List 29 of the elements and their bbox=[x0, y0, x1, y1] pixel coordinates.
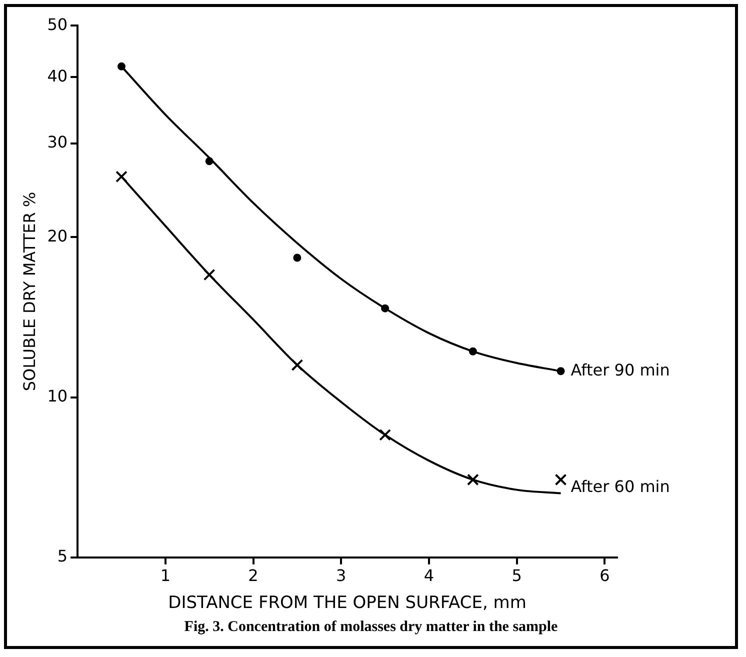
point bbox=[205, 157, 214, 166]
x-axis-title: DISTANCE FROM THE OPEN SURFACE, mm bbox=[168, 593, 526, 614]
y-tick-label: 10 bbox=[47, 386, 68, 406]
x-tick-label: 2 bbox=[248, 566, 258, 586]
series-label: After 60 min bbox=[570, 476, 670, 496]
y-tick-label: 50 bbox=[47, 14, 68, 34]
point bbox=[379, 428, 392, 441]
x-tick-label: 5 bbox=[512, 566, 522, 586]
caption: Fig. 3. Concentration of molasses dry matter in the sample bbox=[183, 619, 559, 636]
point bbox=[381, 304, 390, 312]
point bbox=[203, 268, 216, 281]
point bbox=[117, 62, 126, 70]
series-label: After 90 min bbox=[570, 360, 670, 380]
point bbox=[466, 474, 479, 486]
point bbox=[116, 170, 128, 183]
x-tick-label: 1 bbox=[160, 566, 171, 586]
x-tick-label: 3 bbox=[336, 566, 346, 586]
y-axis-title: SOLUBLE DRY MATTER % bbox=[20, 192, 39, 392]
y-tick-label: 5 bbox=[57, 546, 68, 566]
y-tick-label: 40 bbox=[47, 66, 68, 86]
y-tick-label: 30 bbox=[47, 132, 68, 152]
x-tick-label: 4 bbox=[424, 566, 434, 586]
point bbox=[293, 254, 302, 262]
point bbox=[291, 359, 304, 371]
y-tick-label: 20 bbox=[47, 226, 68, 246]
x-tick-label: 6 bbox=[600, 566, 610, 586]
point bbox=[468, 347, 477, 356]
point bbox=[554, 474, 567, 486]
point bbox=[556, 367, 565, 376]
